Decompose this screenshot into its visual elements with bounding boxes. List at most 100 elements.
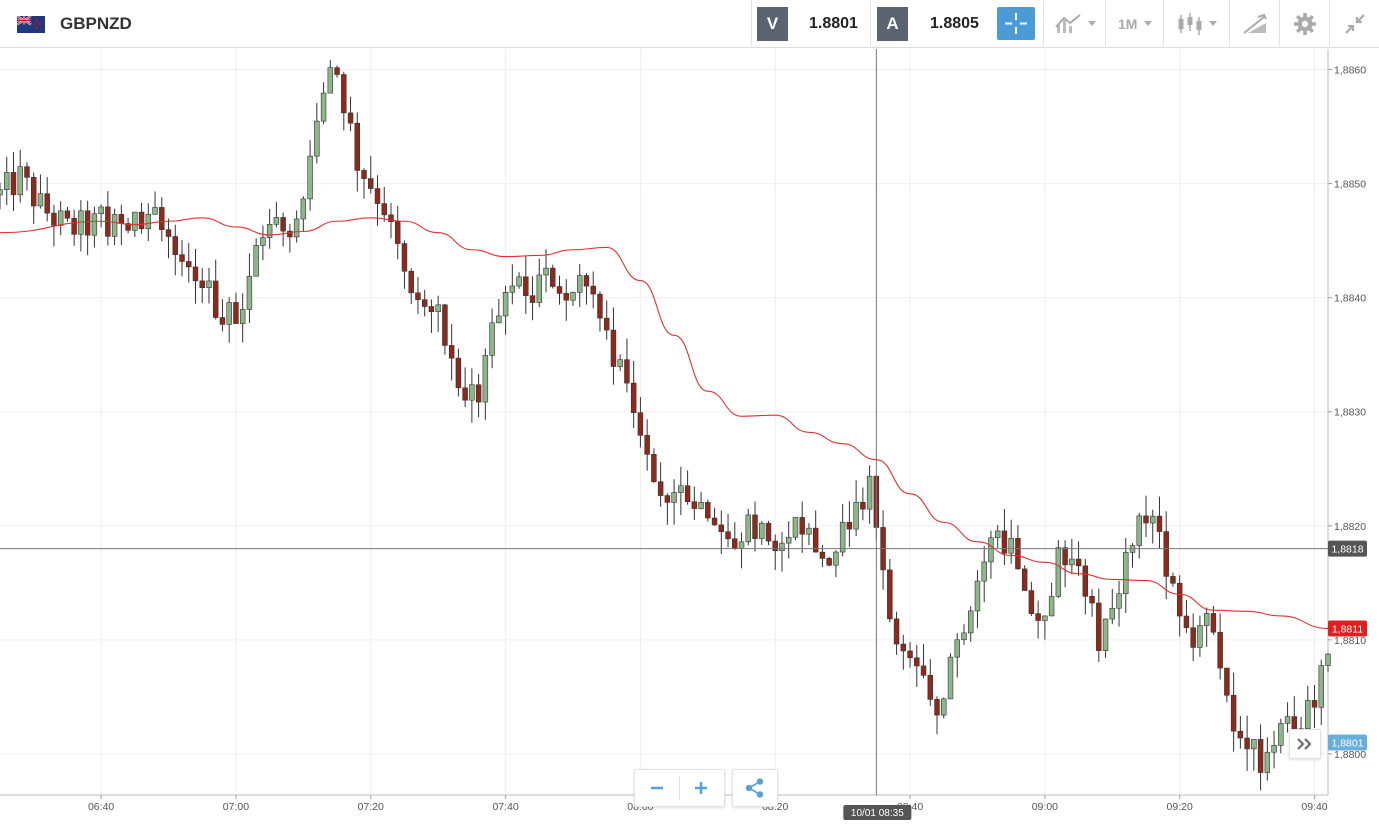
candle xyxy=(381,186,387,222)
candle xyxy=(907,642,913,668)
candle-body xyxy=(806,527,812,535)
timeframe-button[interactable]: 1M xyxy=(1105,0,1163,48)
candle xyxy=(705,499,711,522)
price-chart[interactable]: 1,8860 1,8850 1,8840 1,8830 1,8820 1,8810 1,88… xyxy=(0,49,1379,824)
settings-button[interactable] xyxy=(1279,0,1329,48)
candle-body xyxy=(779,542,785,552)
bid-value: 1.8801 xyxy=(809,15,858,32)
candle-body xyxy=(145,213,152,230)
candle xyxy=(914,645,920,687)
share-button[interactable] xyxy=(733,770,777,806)
x-tick-label: 07:40 xyxy=(492,801,518,813)
candle xyxy=(718,510,725,555)
candle-body xyxy=(711,517,718,526)
candle-body xyxy=(435,304,441,312)
chart-type-button[interactable] xyxy=(1163,0,1229,48)
candle-body xyxy=(1035,613,1041,621)
chevron-down-icon xyxy=(1144,21,1152,26)
candle-body xyxy=(1305,700,1311,730)
candle-body xyxy=(853,502,859,530)
candle xyxy=(401,240,408,289)
candle xyxy=(1284,702,1291,733)
candle-body xyxy=(469,384,475,401)
zoom-in-button[interactable] xyxy=(679,770,723,806)
candle xyxy=(361,168,367,199)
candle-body xyxy=(1163,531,1169,577)
candle xyxy=(192,248,199,304)
bid-quote[interactable]: V 1.8801 xyxy=(751,0,870,48)
candle-body xyxy=(603,317,610,331)
candle-body xyxy=(1042,615,1048,621)
candle-body xyxy=(590,285,596,295)
candle xyxy=(125,217,131,234)
zoom-out-button[interactable] xyxy=(635,770,679,806)
candle xyxy=(833,550,839,578)
candle xyxy=(78,200,84,252)
candle xyxy=(738,532,745,569)
candle xyxy=(1123,537,1129,613)
candle-body xyxy=(691,501,698,509)
crosshair-button[interactable] xyxy=(997,7,1035,40)
collapse-button[interactable] xyxy=(1329,0,1379,48)
candle xyxy=(165,218,172,259)
indicators-button[interactable] xyxy=(1043,0,1105,48)
candle xyxy=(920,643,927,679)
candle xyxy=(1096,588,1102,662)
candle xyxy=(152,191,158,215)
candle-body xyxy=(1217,631,1223,669)
candle xyxy=(583,272,590,305)
candle-body xyxy=(1102,618,1109,651)
candle xyxy=(974,570,981,628)
candle-body xyxy=(900,643,907,652)
candle xyxy=(44,177,50,222)
candle-body xyxy=(192,266,199,282)
candle xyxy=(1001,509,1008,565)
candle-body xyxy=(860,502,866,510)
candle-body xyxy=(597,293,603,319)
moving-average-value-badge xyxy=(1328,620,1367,637)
candle-body xyxy=(988,537,994,563)
candle xyxy=(212,259,219,320)
candle-body xyxy=(111,214,118,237)
share-control xyxy=(732,769,778,807)
candle xyxy=(186,243,192,283)
candle xyxy=(37,174,44,209)
timeframe-label: 1M xyxy=(1118,16,1138,32)
candle xyxy=(280,212,286,247)
candle xyxy=(482,348,489,420)
candlestick-chart[interactable]: 1,88601,88501,88401,88301,88201,88101,88… xyxy=(0,49,1379,824)
candle-body xyxy=(455,357,462,389)
candle xyxy=(994,524,1001,548)
candle xyxy=(266,208,273,249)
candle-body xyxy=(617,359,623,367)
candle-body xyxy=(536,274,543,303)
candle-body xyxy=(374,188,381,204)
candle-body xyxy=(44,193,50,214)
bid-label: V xyxy=(757,7,788,41)
candle-body xyxy=(320,92,327,122)
candle-body xyxy=(846,521,853,530)
chevron-down-icon xyxy=(1209,21,1217,26)
candle-body xyxy=(738,541,745,549)
candle-body xyxy=(1015,538,1021,570)
candle xyxy=(1325,652,1331,672)
candle-body xyxy=(624,359,630,384)
candle-body xyxy=(1123,552,1129,595)
drawing-tools-button[interactable] xyxy=(1229,0,1279,48)
candle xyxy=(792,517,799,541)
candle xyxy=(57,201,64,236)
candle xyxy=(219,299,226,332)
crosshair-icon xyxy=(1005,13,1027,34)
candle xyxy=(1197,615,1203,657)
candle xyxy=(671,479,677,525)
candle xyxy=(206,267,212,304)
candle xyxy=(1129,543,1136,568)
ask-quote[interactable]: A 1.8805 xyxy=(870,0,991,48)
candle-body xyxy=(159,207,165,230)
candle xyxy=(84,200,91,256)
scroll-to-latest-button[interactable] xyxy=(1289,729,1321,759)
candle-body xyxy=(651,454,657,483)
candle-body xyxy=(1176,582,1183,617)
candle-body xyxy=(347,112,354,124)
candle xyxy=(172,224,178,276)
